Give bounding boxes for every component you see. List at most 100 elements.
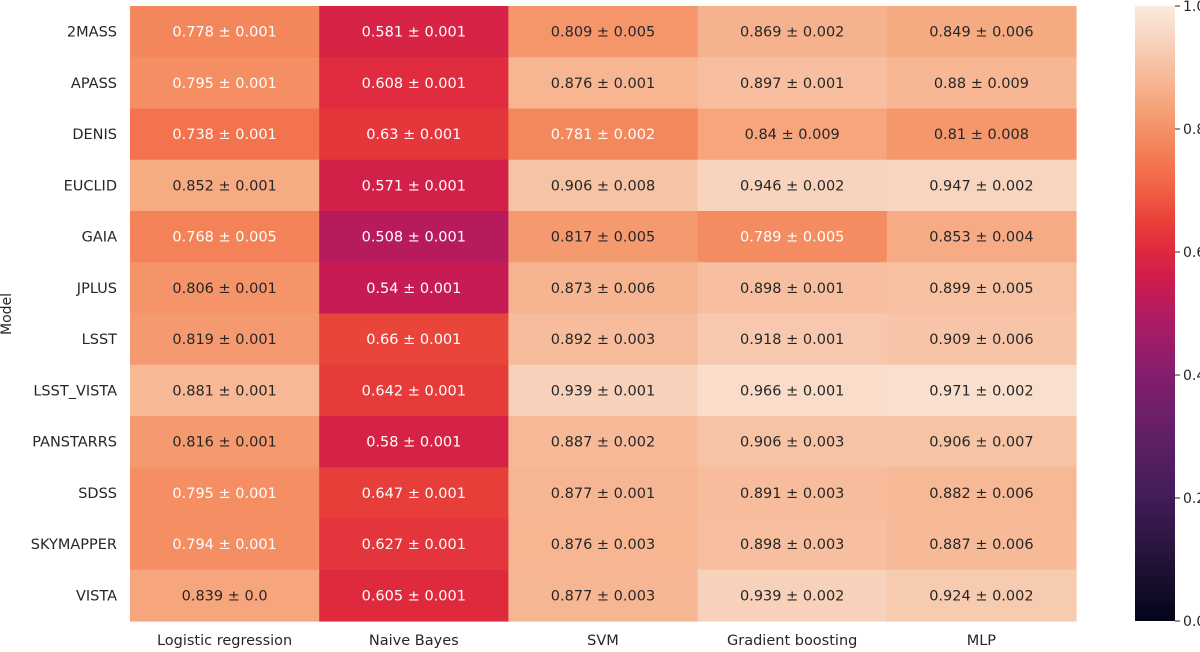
cell-annotation: 0.906 ± 0.007 — [929, 435, 1033, 451]
cell-annotation: 0.571 ± 0.001 — [362, 178, 466, 194]
heatmap-cell — [508, 518, 699, 571]
cell-annotations: 0.778 ± 0.001 0.581 ± 0.001 0.809 ± 0.005 0… — [172, 25, 1033, 605]
cell-annotation: 0.806 ± 0.001 — [172, 281, 276, 297]
cell-annotation: 0.819 ± 0.001 — [172, 332, 276, 348]
row-tick-label: SKYMAPPER — [31, 537, 117, 553]
cell-annotation: 0.899 ± 0.005 — [929, 281, 1033, 297]
heatmap-cell — [508, 569, 699, 622]
cell-annotation: 0.66 ± 0.001 — [366, 332, 461, 348]
colorbar-tick-label: 0.2 — [1183, 491, 1200, 507]
cell-annotation: 0.873 ± 0.006 — [551, 281, 655, 297]
row-tick-label: DENIS — [72, 127, 117, 143]
row-tick-label: EUCLID — [64, 178, 117, 194]
column-tick-label: SVM — [587, 633, 619, 648]
row-tick-label: 2MASS — [67, 25, 117, 41]
colorbar: 0.0 0.2 0.4 0.6 0.8 1.0 — [1135, 0, 1200, 630]
cell-annotation: 0.508 ± 0.001 — [362, 230, 466, 246]
colorbar-gradient — [1135, 6, 1175, 621]
heatmap-cell — [508, 211, 699, 263]
cell-annotation: 0.642 ± 0.001 — [362, 383, 466, 399]
heatmap-cell — [697, 108, 888, 161]
colorbar-tick-label: 0.6 — [1183, 245, 1200, 261]
cell-annotation: 0.877 ± 0.003 — [551, 588, 655, 604]
cell-annotation: 0.781 ± 0.002 — [551, 127, 655, 143]
heatmap-cell — [886, 518, 1077, 571]
cell-annotation: 0.849 ± 0.006 — [929, 25, 1033, 41]
heatmap-cell — [319, 518, 509, 571]
heatmap-cell — [319, 57, 509, 110]
heatmap-cell — [319, 467, 509, 520]
cell-annotation: 0.966 ± 0.001 — [740, 383, 844, 399]
cell-annotation: 0.795 ± 0.001 — [172, 486, 276, 502]
heatmap-cell — [508, 467, 699, 520]
column-tick-label: Gradient boosting — [727, 633, 857, 648]
y-axis-label: Model — [0, 293, 15, 335]
heatmap-cell — [886, 416, 1077, 468]
cell-annotation: 0.876 ± 0.003 — [551, 537, 655, 553]
cell-annotation: 0.778 ± 0.001 — [172, 25, 276, 41]
heatmap-cell — [508, 262, 699, 315]
heatmap-cell — [697, 57, 888, 110]
column-tick-label: Naive Bayes — [369, 633, 459, 648]
cell-annotation: 0.58 ± 0.001 — [366, 435, 461, 451]
cell-annotation: 0.84 ± 0.009 — [745, 127, 840, 143]
cell-annotation: 0.581 ± 0.001 — [362, 25, 466, 41]
cell-annotation: 0.898 ± 0.001 — [740, 281, 844, 297]
cell-annotation: 0.853 ± 0.004 — [929, 230, 1033, 246]
cell-annotation: 0.909 ± 0.006 — [929, 332, 1033, 348]
heatmap-cell — [130, 262, 320, 315]
column-tick-label: MLP — [967, 633, 997, 648]
column-tick-label: Logistic regression — [157, 633, 292, 648]
heatmap-cell — [697, 416, 888, 468]
cell-annotation: 0.881 ± 0.001 — [172, 383, 276, 399]
heatmap-cell — [319, 6, 509, 58]
heatmap-cell — [508, 416, 699, 468]
cell-annotation: 0.924 ± 0.002 — [929, 588, 1033, 604]
heatmap-cell — [319, 262, 509, 315]
cell-annotation: 0.852 ± 0.001 — [172, 178, 276, 194]
heatmap-cell — [319, 108, 509, 161]
heatmap-cell — [886, 467, 1077, 520]
heatmap-cell — [508, 159, 699, 212]
heatmap-cell — [130, 467, 320, 520]
heatmap-cell — [886, 159, 1077, 212]
cell-annotation: 0.795 ± 0.001 — [172, 76, 276, 92]
cell-annotation: 0.88 ± 0.009 — [934, 76, 1029, 92]
cell-annotation: 0.887 ± 0.006 — [929, 537, 1033, 553]
cell-annotation: 0.877 ± 0.001 — [551, 486, 655, 502]
heatmap-cell — [319, 569, 509, 622]
cell-annotation: 0.898 ± 0.003 — [740, 537, 844, 553]
cell-annotation: 0.939 ± 0.001 — [551, 383, 655, 399]
heatmap-cell — [130, 364, 320, 417]
heatmap-cell — [886, 57, 1077, 110]
heatmap-cell — [697, 262, 888, 315]
heatmap-cell — [130, 6, 320, 58]
row-tick-label: VISTA — [76, 588, 117, 604]
cell-annotation: 0.939 ± 0.002 — [740, 588, 844, 604]
heatmap-cell — [697, 6, 888, 58]
heatmap-cell — [319, 416, 509, 468]
cell-annotation: 0.647 ± 0.001 — [362, 486, 466, 502]
cell-annotation: 0.809 ± 0.005 — [551, 25, 655, 41]
heatmap-cell — [130, 211, 320, 263]
cell-annotation: 0.605 ± 0.001 — [362, 588, 466, 604]
cell-annotation: 0.887 ± 0.002 — [551, 435, 655, 451]
heatmap-cell — [697, 569, 888, 622]
cell-annotation: 0.817 ± 0.005 — [551, 230, 655, 246]
cell-annotation: 0.608 ± 0.001 — [362, 76, 466, 92]
cell-annotation: 0.869 ± 0.002 — [740, 25, 844, 41]
cell-annotation: 0.947 ± 0.002 — [929, 178, 1033, 194]
heatmap-cells — [130, 6, 1077, 622]
colorbar-tick-label: 1.0 — [1183, 0, 1200, 15]
cell-annotation: 0.627 ± 0.001 — [362, 537, 466, 553]
heatmap-cell — [886, 569, 1077, 622]
heatmap-cell — [886, 364, 1077, 417]
heatmap-cell — [508, 57, 699, 110]
colorbar-tick-label: 0.4 — [1183, 368, 1200, 384]
cell-annotation: 0.897 ± 0.001 — [740, 76, 844, 92]
cell-annotation: 0.738 ± 0.001 — [172, 127, 276, 143]
cell-annotation: 0.906 ± 0.008 — [551, 178, 655, 194]
row-tick-label: JPLUS — [76, 281, 117, 297]
heatmap-cell — [508, 108, 699, 161]
